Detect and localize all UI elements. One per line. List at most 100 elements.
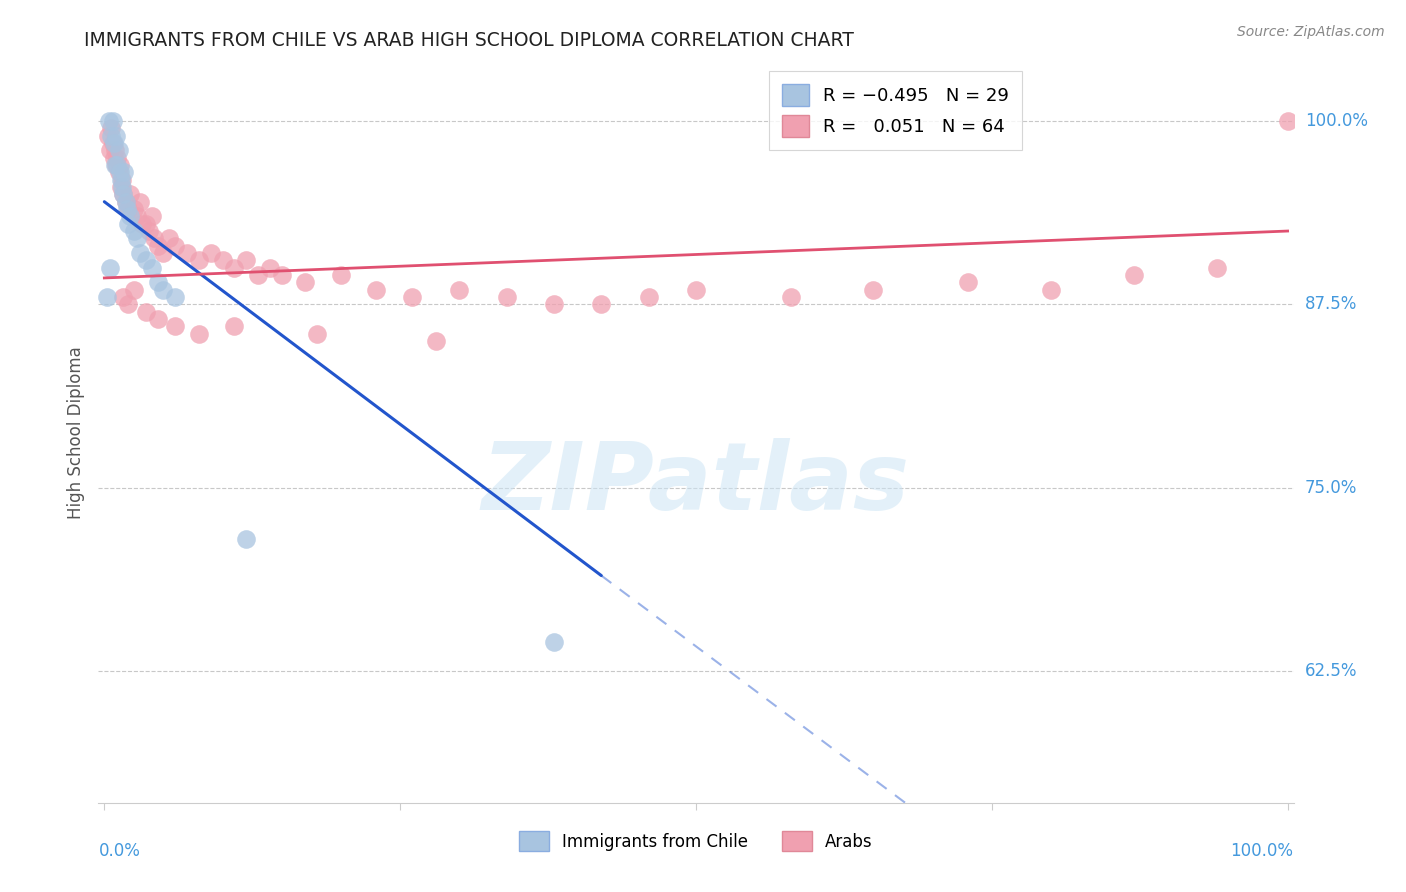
- Point: [128, 246, 150, 260]
- Point: [127, 210, 149, 224]
- Point: [188, 326, 211, 341]
- Point: [270, 268, 292, 282]
- Point: [141, 260, 163, 275]
- Point: [543, 634, 565, 648]
- Point: [122, 283, 145, 297]
- Point: [105, 158, 128, 172]
- Point: [152, 246, 174, 260]
- Point: [112, 290, 135, 304]
- Point: [112, 187, 135, 202]
- Point: [957, 276, 980, 290]
- Point: [96, 290, 118, 304]
- Point: [117, 202, 139, 216]
- Point: [401, 290, 423, 304]
- Point: [103, 151, 125, 165]
- Point: [107, 144, 129, 158]
- Text: 87.5%: 87.5%: [1305, 295, 1357, 313]
- Point: [111, 180, 134, 194]
- Point: [330, 268, 353, 282]
- Point: [117, 217, 139, 231]
- Point: [104, 144, 127, 158]
- Point: [235, 532, 257, 546]
- Point: [146, 276, 169, 290]
- Point: [495, 290, 517, 304]
- Text: Source: ZipAtlas.com: Source: ZipAtlas.com: [1237, 25, 1385, 39]
- Point: [366, 283, 388, 297]
- Point: [98, 114, 121, 128]
- Point: [110, 172, 132, 186]
- Legend: Immigrants from Chile, Arabs: Immigrants from Chile, Arabs: [513, 825, 879, 857]
- Point: [101, 114, 124, 128]
- Point: [120, 187, 142, 202]
- Text: 75.0%: 75.0%: [1305, 479, 1357, 497]
- Point: [110, 180, 132, 194]
- Point: [200, 246, 222, 260]
- Point: [131, 217, 153, 231]
- Point: [107, 165, 129, 179]
- Point: [114, 194, 136, 209]
- Point: [1122, 268, 1144, 282]
- Point: [211, 253, 233, 268]
- Point: [114, 194, 136, 209]
- Text: 100.0%: 100.0%: [1230, 842, 1294, 860]
- Point: [146, 238, 169, 252]
- Point: [98, 260, 121, 275]
- Point: [105, 128, 128, 143]
- Point: [115, 202, 138, 216]
- Point: [108, 158, 131, 172]
- Point: [247, 268, 270, 282]
- Point: [100, 128, 122, 143]
- Point: [128, 194, 150, 209]
- Point: [105, 151, 128, 165]
- Point: [449, 283, 471, 297]
- Text: IMMIGRANTS FROM CHILE VS ARAB HIGH SCHOOL DIPLOMA CORRELATION CHART: IMMIGRANTS FROM CHILE VS ARAB HIGH SCHOO…: [84, 31, 855, 50]
- Point: [103, 136, 125, 150]
- Text: 100.0%: 100.0%: [1305, 112, 1368, 130]
- Point: [637, 290, 659, 304]
- Point: [165, 290, 187, 304]
- Point: [117, 297, 139, 311]
- Point: [101, 136, 124, 150]
- Point: [235, 253, 257, 268]
- Point: [224, 319, 246, 334]
- Point: [779, 290, 801, 304]
- Point: [138, 224, 160, 238]
- Point: [165, 238, 187, 252]
- Point: [307, 326, 329, 341]
- Text: 62.5%: 62.5%: [1305, 662, 1357, 680]
- Point: [105, 158, 128, 172]
- Point: [294, 276, 316, 290]
- Text: 0.0%: 0.0%: [98, 842, 141, 860]
- Point: [146, 312, 169, 326]
- Point: [114, 165, 136, 179]
- Point: [157, 231, 180, 245]
- Point: [97, 128, 120, 143]
- Point: [543, 297, 565, 311]
- Point: [111, 172, 134, 186]
- Point: [685, 283, 707, 297]
- Text: ZIPatlas: ZIPatlas: [482, 439, 910, 531]
- Point: [862, 283, 884, 297]
- Point: [122, 224, 145, 238]
- Point: [259, 260, 281, 275]
- Point: [1205, 260, 1227, 275]
- Point: [143, 231, 166, 245]
- Y-axis label: High School Diploma: High School Diploma: [66, 346, 84, 519]
- Point: [152, 283, 174, 297]
- Point: [135, 217, 157, 231]
- Point: [104, 158, 127, 172]
- Point: [1039, 283, 1062, 297]
- Point: [591, 297, 613, 311]
- Point: [108, 165, 131, 179]
- Point: [165, 319, 187, 334]
- Point: [135, 253, 157, 268]
- Point: [188, 253, 211, 268]
- Point: [100, 121, 122, 136]
- Point: [224, 260, 246, 275]
- Point: [1277, 114, 1299, 128]
- Point: [122, 202, 145, 216]
- Point: [176, 246, 198, 260]
- Point: [425, 334, 447, 348]
- Point: [112, 187, 135, 202]
- Point: [141, 210, 163, 224]
